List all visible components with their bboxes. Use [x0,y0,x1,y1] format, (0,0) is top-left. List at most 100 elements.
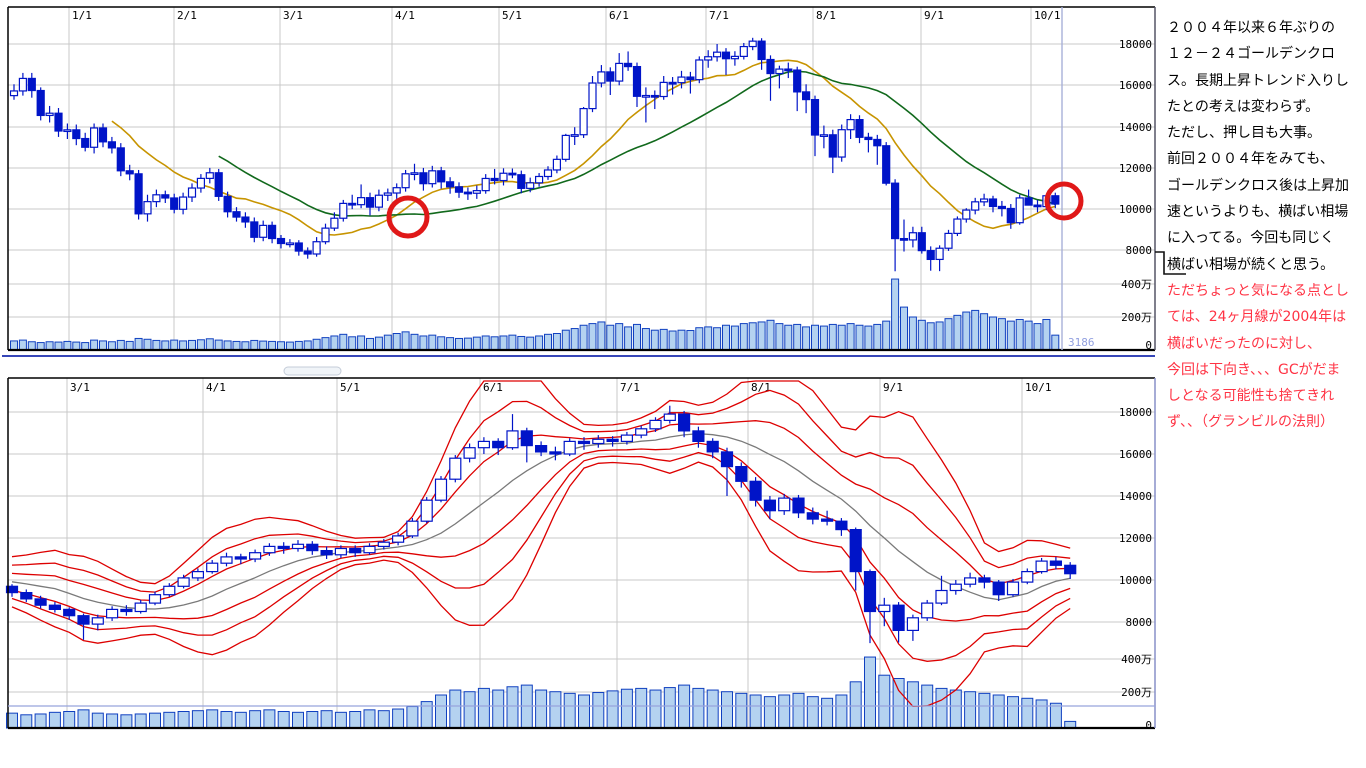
candle-body [748,40,757,48]
candle-body [187,187,197,198]
volume-bar [650,329,659,351]
volume-bar [206,709,219,729]
volume-bar [837,324,846,351]
note-line-warning: ただちょっと気になる点とし [1167,282,1349,299]
volume-bar [392,708,405,729]
candle-body [365,197,375,208]
volume-bar [392,333,401,351]
volume-bar [472,336,481,351]
candle-body [1051,195,1060,205]
volume-bar [906,681,919,729]
candle-body [766,58,775,75]
candle-body [330,217,339,229]
volume-bar [63,340,72,351]
candle-body [72,129,81,140]
note-line-warning: ては、24ヶ月線が2004年は [1167,309,1347,326]
candle-body [1049,560,1063,566]
candle-body [98,127,108,143]
candle-body [810,98,820,136]
volume-bar [517,335,526,351]
monthly-chart: 1/1 2/1 3/1 4/1 5/1 6/1 7/1 8/1 9/1 10/1 18000 1600… [7,6,1156,352]
volume-axis-label: 200万 [1121,311,1152,324]
volume-bar [846,323,855,351]
candle-body [249,552,262,560]
volume-bar [214,339,223,351]
price-axis-label: 8000 [1126,244,1153,257]
volume-bar [749,694,762,729]
candle-body [793,69,802,93]
volume-bar [363,709,376,729]
bollinger-band-line [11,442,1071,622]
note-line: に入ってる。今回も同じく [1167,230,1335,247]
candle-body [649,419,662,430]
candle-body [563,440,576,455]
price-axis-label: 16000 [1119,448,1152,461]
volume-bar [294,340,303,351]
candle-body [517,174,526,189]
candle-body [820,518,834,522]
candle-body [1006,207,1015,224]
candle-body [268,224,277,240]
candle-body [592,438,605,445]
volume-bar [549,691,562,729]
volume-bar [908,316,917,351]
candle-body [454,186,464,193]
volume-bar [891,278,900,351]
volume-bar [330,335,339,351]
candle-body [534,445,548,453]
volume-bar [563,692,576,729]
candle-body [846,118,855,131]
note-line: １２－２４ゴールデンクロ [1167,46,1335,63]
volume-bar [134,337,143,351]
price-axis-label: 18000 [1119,38,1152,51]
bollinger-band-line [11,420,1071,602]
x-axis-label: 7/1 [709,9,729,22]
volume-bar [449,689,462,729]
note-line: ス。長期上昇トレンド入りし [1167,72,1349,89]
volume-bar [649,689,662,729]
candle-body [1015,197,1024,224]
candle-body [477,440,490,449]
volume-bar [971,309,980,351]
volume-bar [506,686,519,729]
analyst-note-column: ２００４年以来６年ぶりの １２－２４ゴールデンクロ ス。長期上昇トレンド入りし … [1167,15,1363,436]
volume-bar [437,336,446,351]
candle-body [763,499,777,512]
volume-bar [775,323,784,351]
candle-body [492,440,505,449]
volume-bar [544,333,552,351]
volume-bar [366,337,374,351]
volume-bar [18,339,27,351]
candle-body [241,216,250,223]
candle-body [978,577,991,583]
volume-bar [900,306,908,351]
candle-body [1035,560,1048,573]
bollinger-band-line [11,380,1071,585]
candle-body [472,190,481,194]
candle-body [641,94,651,98]
candle-body [291,543,305,550]
x-axis-label: 8/1 [816,9,836,22]
candle-body [148,594,162,604]
volume-bar [477,687,490,729]
price-axis-label: 16000 [1119,79,1152,92]
candle-body [334,547,347,556]
candle-body [855,118,864,138]
candle-body [935,247,944,261]
scrollbar-thumb[interactable] [283,366,342,376]
candle-body [45,112,54,117]
volume-bar [855,324,864,351]
volume-bar [312,338,321,351]
volume-bar [692,687,705,729]
candle-body [392,187,401,194]
volume-bar [303,340,312,351]
candle-body [18,77,27,92]
volume-bar [962,311,971,351]
candle-body [5,585,19,594]
volume-bar [143,338,152,351]
candle-body [953,218,962,235]
volume-bar [597,321,606,351]
candle-body [303,250,312,255]
volume-bar [10,340,18,351]
